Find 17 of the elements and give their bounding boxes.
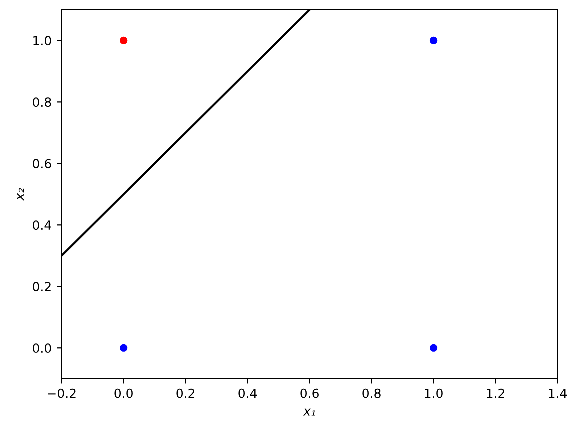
- y-tick-label: 1.0: [34, 36, 52, 46]
- x-tick-label: 1.2: [487, 388, 504, 398]
- x-tick-label: 1.4: [549, 388, 568, 398]
- x-tick-label: 0.2: [176, 388, 195, 398]
- y-axis-title: x₂: [17, 188, 24, 201]
- y-tick-label: 0.4: [33, 220, 52, 230]
- x-tick-label: 1.0: [425, 388, 443, 398]
- x-tick-label: 0.8: [362, 388, 381, 398]
- x-tick-label: 0.0: [114, 388, 133, 398]
- x-tick-label: 0.4: [238, 388, 258, 398]
- x-tick-label: −0.2: [48, 388, 76, 398]
- y-tick-label: 0.6: [33, 159, 52, 169]
- x-axis-title: x₁: [303, 408, 316, 416]
- y-tick-label: 0.8: [33, 98, 52, 108]
- y-tick-label: 0.2: [33, 282, 51, 292]
- y-tick-label: 0.0: [33, 344, 52, 354]
- x-tick-label: 0.6: [300, 388, 319, 398]
